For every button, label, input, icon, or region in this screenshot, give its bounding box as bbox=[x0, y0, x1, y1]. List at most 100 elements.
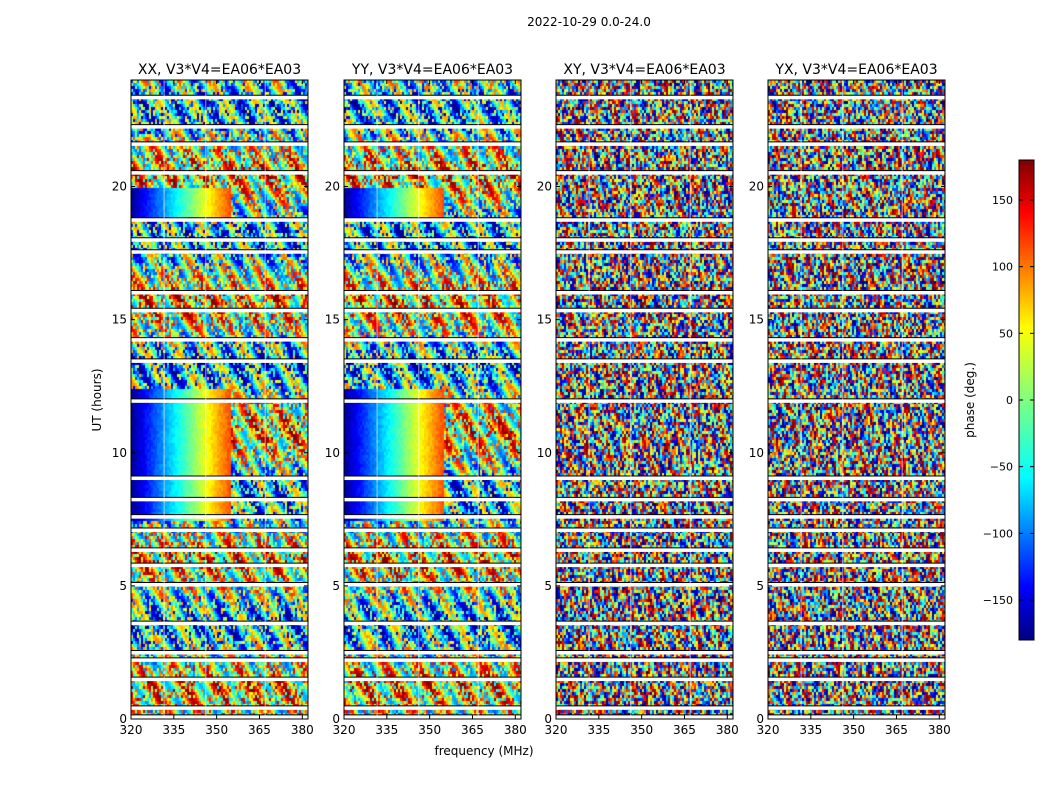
flagged-band bbox=[344, 124, 521, 129]
flagged-band bbox=[556, 337, 733, 342]
flagged-band bbox=[556, 527, 733, 532]
flagged-band bbox=[768, 95, 945, 100]
panel-3: XY, V3*V4=EA06*EA03 320 335 350 365 380 0 5 10 15… bbox=[537, 62, 739, 737]
y-tick-label: 20 bbox=[112, 180, 127, 194]
colorbar-tick-label: 50 bbox=[999, 327, 1013, 340]
flagged-band bbox=[768, 563, 945, 568]
flagged-band bbox=[556, 170, 733, 175]
flagged-band bbox=[131, 714, 308, 719]
flagged-band bbox=[768, 290, 945, 295]
panel-4: YX, V3*V4=EA06*EA03 320 335 350 365 380 0 5 10 15… bbox=[749, 62, 951, 737]
flagged-band bbox=[344, 237, 521, 242]
flagged-band bbox=[344, 249, 521, 254]
flagged-band bbox=[556, 621, 733, 626]
flagged-band bbox=[556, 476, 733, 481]
flagged-band bbox=[768, 677, 945, 682]
flagged-band bbox=[131, 497, 308, 502]
flagged-band bbox=[768, 124, 945, 129]
panel-2-title: YY, V3*V4=EA06*EA03 bbox=[351, 62, 513, 78]
flagged-band bbox=[344, 705, 521, 710]
panel-1-title: XX, V3*V4=EA06*EA03 bbox=[138, 62, 301, 78]
flagged-band bbox=[344, 170, 521, 175]
flagged-band bbox=[131, 398, 308, 403]
panel-4-frame bbox=[767, 79, 946, 720]
colorbar-tick-label: 100 bbox=[992, 261, 1013, 274]
x-tick-label: 380 bbox=[716, 723, 739, 737]
flagged-band bbox=[344, 621, 521, 626]
colorbar-label: phase (deg.) bbox=[963, 362, 977, 438]
flagged-band bbox=[556, 358, 733, 363]
flagged-band bbox=[344, 547, 521, 552]
flagged-band bbox=[768, 650, 945, 655]
y-tick-label: 5 bbox=[332, 579, 340, 593]
flagged-band bbox=[556, 308, 733, 313]
flagged-band bbox=[768, 705, 945, 710]
flagged-band bbox=[768, 141, 945, 146]
flagged-band bbox=[344, 514, 521, 519]
y-tick-label: 20 bbox=[325, 180, 340, 194]
x-tick-label: 350 bbox=[418, 723, 441, 737]
flagged-band bbox=[131, 170, 308, 175]
flagged-band bbox=[556, 249, 733, 254]
flagged-band bbox=[556, 95, 733, 100]
flagged-band bbox=[344, 527, 521, 532]
colorbar: −150 −100 −50 0 50 100 150 phase (deg.) bbox=[963, 159, 1035, 641]
flagged-band bbox=[131, 650, 308, 655]
flagged-band bbox=[131, 237, 308, 242]
flagged-band bbox=[556, 141, 733, 146]
x-tick-label: 320 bbox=[333, 723, 356, 737]
colorbar-tick-label: −50 bbox=[990, 461, 1013, 474]
y-tick-label: 15 bbox=[749, 313, 764, 327]
flagged-band bbox=[131, 124, 308, 129]
flagged-band bbox=[768, 514, 945, 519]
x-tick-label: 350 bbox=[205, 723, 228, 737]
flagged-band bbox=[344, 290, 521, 295]
flagged-band bbox=[768, 527, 945, 532]
flagged-band bbox=[131, 582, 308, 587]
y-tick-label: 0 bbox=[544, 712, 552, 726]
y-tick-label: 15 bbox=[325, 313, 340, 327]
flagged-band bbox=[556, 237, 733, 242]
flagged-band bbox=[556, 650, 733, 655]
flagged-band bbox=[344, 714, 521, 719]
colorbar-ticks: −150 −100 −50 0 50 100 150 bbox=[983, 194, 1034, 607]
y-tick-label: 10 bbox=[112, 446, 127, 460]
flagged-band bbox=[768, 657, 945, 662]
y-axis-label: UT (hours) bbox=[90, 368, 104, 431]
y-tick-label: 10 bbox=[325, 446, 340, 460]
flagged-band bbox=[344, 308, 521, 313]
flagged-band bbox=[131, 476, 308, 481]
flagged-band bbox=[768, 170, 945, 175]
colorbar-tick-label: −150 bbox=[983, 594, 1013, 607]
x-tick-label: 335 bbox=[162, 723, 185, 737]
y-tick-label: 5 bbox=[119, 579, 127, 593]
flagged-band bbox=[556, 290, 733, 295]
flagged-band bbox=[768, 358, 945, 363]
flagged-band bbox=[556, 714, 733, 719]
y-tick-label: 20 bbox=[537, 180, 552, 194]
y-tick-label: 0 bbox=[332, 712, 340, 726]
flagged-band bbox=[344, 358, 521, 363]
flagged-band bbox=[556, 657, 733, 662]
flagged-band bbox=[768, 476, 945, 481]
flagged-band bbox=[344, 497, 521, 502]
figure-suptitle: 2022-10-29 0.0-24.0 bbox=[527, 15, 651, 29]
y-tick-label: 5 bbox=[544, 579, 552, 593]
panel-3-frame bbox=[555, 79, 734, 720]
flagged-band bbox=[768, 582, 945, 587]
y-tick-label: 20 bbox=[749, 180, 764, 194]
flagged-band bbox=[556, 398, 733, 403]
x-tick-label: 380 bbox=[291, 723, 314, 737]
x-tick-label: 320 bbox=[545, 723, 568, 737]
flagged-band bbox=[768, 621, 945, 626]
flagged-band bbox=[556, 563, 733, 568]
flagged-band bbox=[131, 217, 308, 222]
x-tick-label: 350 bbox=[842, 723, 865, 737]
flagged-band bbox=[131, 141, 308, 146]
x-axis-label: frequency (MHz) bbox=[434, 744, 533, 758]
x-tick-label: 320 bbox=[757, 723, 780, 737]
x-tick-label: 320 bbox=[120, 723, 143, 737]
flagged-band bbox=[344, 563, 521, 568]
flagged-band bbox=[556, 217, 733, 222]
